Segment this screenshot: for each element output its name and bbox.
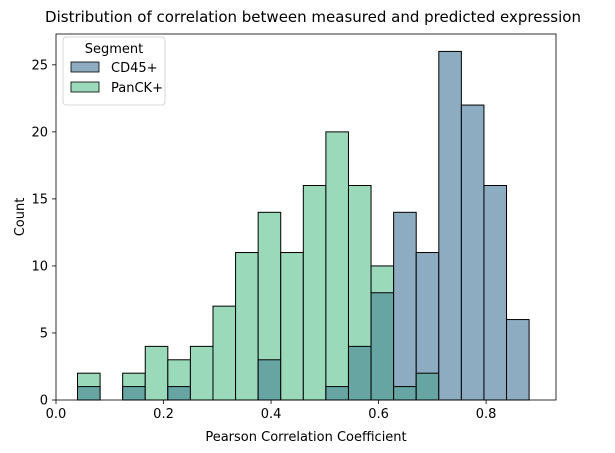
y-tick-label: 0 bbox=[40, 394, 48, 409]
y-axis-label: Count bbox=[13, 198, 28, 237]
bar-panck bbox=[280, 252, 304, 401]
bar-overlap bbox=[122, 386, 146, 401]
y-tick-label: 15 bbox=[31, 192, 48, 207]
legend-swatch-panck bbox=[70, 81, 100, 93]
bar-cd45 bbox=[483, 184, 508, 401]
bar-panck bbox=[144, 345, 169, 401]
y-tick-label: 25 bbox=[31, 58, 48, 73]
bar-panck bbox=[189, 345, 214, 401]
bar-panck bbox=[212, 305, 237, 401]
x-axis-label: Pearson Correlation Coefficient bbox=[205, 430, 406, 445]
bar-overlap bbox=[370, 292, 395, 401]
bar-cd45 bbox=[393, 211, 417, 401]
y-tick-label: 5 bbox=[40, 326, 48, 341]
bar-overlap bbox=[77, 386, 101, 401]
bar-cd45 bbox=[438, 50, 462, 401]
axes-group bbox=[55, 33, 557, 401]
plot-frame bbox=[55, 33, 557, 401]
x-tick-label: 0.2 bbox=[153, 407, 174, 422]
bars-group bbox=[77, 50, 530, 401]
bar-overlap bbox=[257, 359, 282, 401]
bar-panck bbox=[302, 184, 327, 401]
bar-overlap bbox=[325, 386, 349, 401]
legend-title: Segment bbox=[85, 42, 144, 57]
x-tick-label: 0.8 bbox=[476, 407, 497, 422]
bar-overlap bbox=[167, 386, 191, 401]
bar-cd45 bbox=[506, 319, 530, 401]
x-tick-label: 0.6 bbox=[368, 407, 389, 422]
bar-overlap bbox=[415, 372, 440, 401]
bar-cd45 bbox=[460, 104, 485, 401]
bar-panck bbox=[235, 252, 259, 401]
y-axis-ticks: 0 5 10 15 20 25 bbox=[31, 58, 56, 409]
y-tick-label: 20 bbox=[31, 125, 48, 140]
legend-label-cd45: CD45+ bbox=[111, 61, 158, 76]
legend: Segment CD45+ PanCK+ bbox=[62, 36, 166, 106]
x-tick-label: 0.0 bbox=[46, 407, 67, 422]
x-tick-label: 0.4 bbox=[261, 407, 282, 422]
legend-label-panck: PanCK+ bbox=[111, 81, 163, 96]
x-axis-ticks: 0.0 0.2 0.4 0.6 0.8 bbox=[46, 400, 497, 422]
bar-panck bbox=[325, 131, 349, 401]
chart-title: Distribution of correlation between meas… bbox=[45, 8, 581, 26]
bar-overlap bbox=[347, 345, 372, 401]
bar-overlap bbox=[393, 386, 417, 401]
y-tick-label: 10 bbox=[31, 259, 48, 274]
legend-swatch-cd45 bbox=[70, 61, 100, 73]
